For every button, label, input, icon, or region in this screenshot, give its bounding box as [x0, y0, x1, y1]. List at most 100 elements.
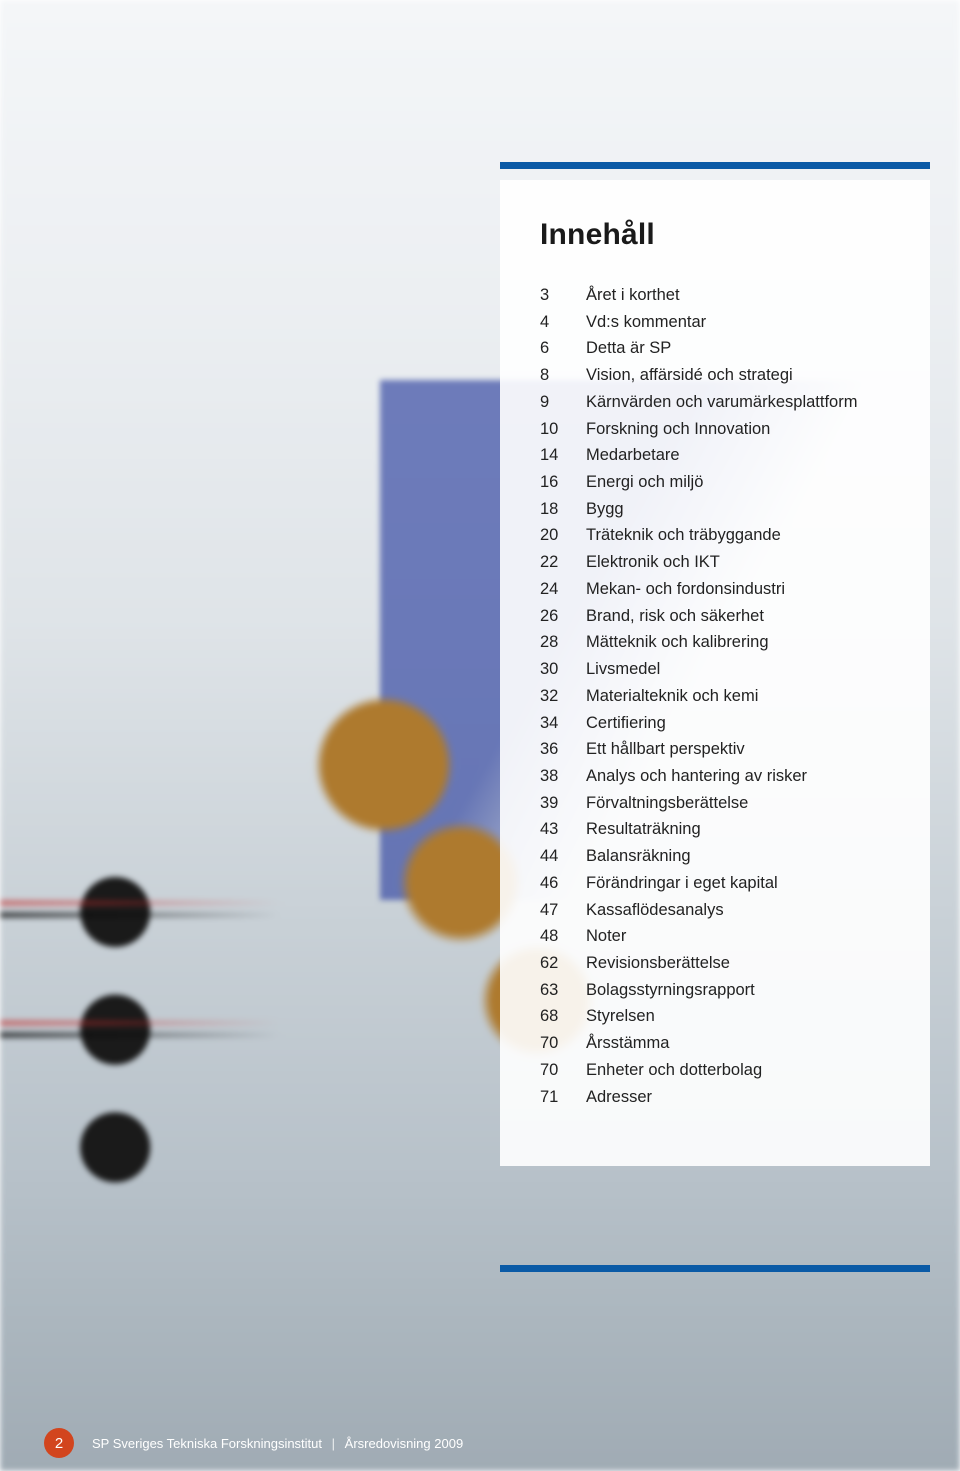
- toc-row: 28Mätteknik och kalibrering: [540, 629, 890, 656]
- toc-row: 32Materialteknik och kemi: [540, 683, 890, 710]
- toc-entry-label: Vd:s kommentar: [586, 309, 890, 336]
- toc-entry-label: Bygg: [586, 496, 890, 523]
- toc-page-number: 39: [540, 790, 586, 817]
- toc-entry-label: Resultaträkning: [586, 816, 890, 843]
- toc-page-number: 32: [540, 683, 586, 710]
- toc-entry-label: Detta är SP: [586, 335, 890, 362]
- footer-doc: Årsredovisning 2009: [345, 1436, 464, 1451]
- toc-page-number: 48: [540, 923, 586, 950]
- toc-entry-label: Brand, risk och säkerhet: [586, 603, 890, 630]
- toc-page-number: 71: [540, 1084, 586, 1111]
- page-number-badge: 2: [44, 1428, 74, 1458]
- toc-row: 14Medarbetare: [540, 442, 890, 469]
- toc-page-number: 20: [540, 522, 586, 549]
- toc-page-number: 30: [540, 656, 586, 683]
- toc-page-number: 18: [540, 496, 586, 523]
- toc-row: 6Detta är SP: [540, 335, 890, 362]
- toc-entry-label: Energi och miljö: [586, 469, 890, 496]
- toc-row: 48Noter: [540, 923, 890, 950]
- toc-page-number: 34: [540, 710, 586, 737]
- toc-page-number: 4: [540, 309, 586, 336]
- toc-entry-label: Balansräkning: [586, 843, 890, 870]
- toc-row: 22Elektronik och IKT: [540, 549, 890, 576]
- toc-row: 47Kassaflödesanalys: [540, 897, 890, 924]
- toc-title: Innehåll: [540, 218, 890, 252]
- footer-org: SP Sveriges Tekniska Forskningsinstitut: [92, 1436, 322, 1451]
- toc-page-number: 14: [540, 442, 586, 469]
- toc-page-number: 22: [540, 549, 586, 576]
- toc-page-number: 63: [540, 977, 586, 1004]
- footer-separator: |: [326, 1436, 341, 1451]
- toc-entry-label: Ett hållbart perspektiv: [586, 736, 890, 763]
- toc-entry-label: Kärnvärden och varumärkesplattform: [586, 389, 890, 416]
- toc-entry-label: Medarbetare: [586, 442, 890, 469]
- toc-row: 26Brand, risk och säkerhet: [540, 603, 890, 630]
- toc-page-number: 10: [540, 416, 586, 443]
- toc-entry-label: Livsmedel: [586, 656, 890, 683]
- page-footer: 2 SP Sveriges Tekniska Forskningsinstitu…: [0, 1415, 960, 1471]
- toc-entry-label: Adresser: [586, 1084, 890, 1111]
- footer-text: SP Sveriges Tekniska Forskningsinstitut …: [92, 1436, 463, 1451]
- toc-entry-label: Kassaflödesanalys: [586, 897, 890, 924]
- toc-entry-label: Certifiering: [586, 710, 890, 737]
- toc-entry-label: Revisionsberättelse: [586, 950, 890, 977]
- toc-entry-label: Analys och hantering av risker: [586, 763, 890, 790]
- toc-row: 68Styrelsen: [540, 1003, 890, 1030]
- toc-page-number: 16: [540, 469, 586, 496]
- toc-page-number: 38: [540, 763, 586, 790]
- toc-entry-label: Elektronik och IKT: [586, 549, 890, 576]
- toc-page-number: 46: [540, 870, 586, 897]
- toc-panel: Innehåll 3Året i korthet4Vd:s kommentar6…: [500, 180, 930, 1166]
- toc-entry-label: Förvaltningsberättelse: [586, 790, 890, 817]
- toc-row: 43Resultaträkning: [540, 816, 890, 843]
- toc-row: 36Ett hållbart perspektiv: [540, 736, 890, 763]
- toc-entry-label: Årsstämma: [586, 1030, 890, 1057]
- toc-row: 18Bygg: [540, 496, 890, 523]
- toc-row: 9Kärnvärden och varumärkesplattform: [540, 389, 890, 416]
- accent-bar-top: [500, 162, 930, 169]
- toc-entry-label: Mätteknik och kalibrering: [586, 629, 890, 656]
- toc-row: 44Balansräkning: [540, 843, 890, 870]
- toc-page-number: 3: [540, 282, 586, 309]
- toc-page-number: 68: [540, 1003, 586, 1030]
- toc-row: 8Vision, affärsidé och strategi: [540, 362, 890, 389]
- toc-row: 63Bolagsstyrningsrapport: [540, 977, 890, 1004]
- toc-page-number: 26: [540, 603, 586, 630]
- toc-entry-label: Enheter och dotterbolag: [586, 1057, 890, 1084]
- toc-row: 20Träteknik och träbyggande: [540, 522, 890, 549]
- toc-row: 62Revisionsberättelse: [540, 950, 890, 977]
- toc-row: 34Certifiering: [540, 710, 890, 737]
- accent-bar-bottom: [500, 1265, 930, 1272]
- toc-page-number: 70: [540, 1057, 586, 1084]
- toc-entry-label: Mekan- och fordonsindustri: [586, 576, 890, 603]
- toc-entry-label: Forskning och Innovation: [586, 416, 890, 443]
- toc-page-number: 24: [540, 576, 586, 603]
- toc-page-number: 47: [540, 897, 586, 924]
- toc-entry-label: Vision, affärsidé och strategi: [586, 362, 890, 389]
- toc-entry-label: Materialteknik och kemi: [586, 683, 890, 710]
- toc-entry-label: Träteknik och träbyggande: [586, 522, 890, 549]
- page-number: 2: [55, 1435, 63, 1452]
- toc-row: 24Mekan- och fordonsindustri: [540, 576, 890, 603]
- toc-row: 16Energi och miljö: [540, 469, 890, 496]
- toc-row: 30Livsmedel: [540, 656, 890, 683]
- toc-entry-label: Förändringar i eget kapital: [586, 870, 890, 897]
- toc-row: 3Året i korthet: [540, 282, 890, 309]
- toc-row: 46Förändringar i eget kapital: [540, 870, 890, 897]
- toc-row: 70Årsstämma: [540, 1030, 890, 1057]
- toc-page-number: 28: [540, 629, 586, 656]
- toc-entry-label: Året i korthet: [586, 282, 890, 309]
- toc-row: 71Adresser: [540, 1084, 890, 1111]
- toc-row: 38Analys och hantering av risker: [540, 763, 890, 790]
- toc-page-number: 44: [540, 843, 586, 870]
- toc-entry-label: Styrelsen: [586, 1003, 890, 1030]
- toc-page-number: 36: [540, 736, 586, 763]
- toc-row: 4Vd:s kommentar: [540, 309, 890, 336]
- toc-row: 39Förvaltningsberättelse: [540, 790, 890, 817]
- toc-page-number: 6: [540, 335, 586, 362]
- toc-row: 10Forskning och Innovation: [540, 416, 890, 443]
- toc-page-number: 70: [540, 1030, 586, 1057]
- toc-page-number: 43: [540, 816, 586, 843]
- toc-page-number: 62: [540, 950, 586, 977]
- toc-entry-label: Noter: [586, 923, 890, 950]
